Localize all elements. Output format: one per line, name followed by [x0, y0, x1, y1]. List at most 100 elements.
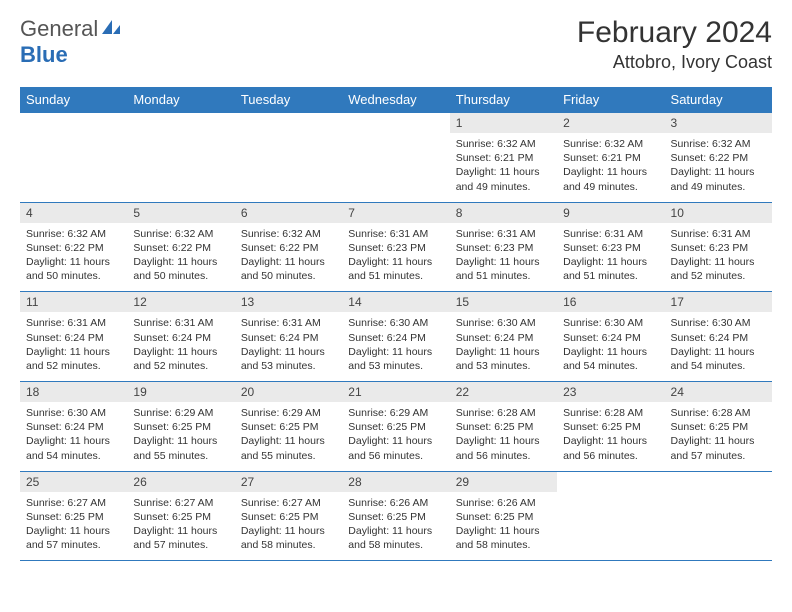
day-details: Sunrise: 6:32 AMSunset: 6:22 PMDaylight:… [127, 223, 234, 292]
day-details: Sunrise: 6:31 AMSunset: 6:24 PMDaylight:… [235, 312, 342, 381]
day-number: 25 [20, 472, 127, 492]
sail-icon [100, 16, 122, 42]
day-number: 21 [342, 382, 449, 402]
header-bar: General Blue February 2024 Attobro, Ivor… [20, 16, 772, 73]
day-number: 5 [127, 203, 234, 223]
col-wednesday: Wednesday [342, 87, 449, 113]
day-number: 23 [557, 382, 664, 402]
day-number: 13 [235, 292, 342, 312]
calendar-week-row: 4Sunrise: 6:32 AMSunset: 6:22 PMDaylight… [20, 202, 772, 292]
day-details: Sunrise: 6:27 AMSunset: 6:25 PMDaylight:… [235, 492, 342, 561]
page-title: February 2024 [577, 16, 772, 50]
day-number: 2 [557, 113, 664, 133]
calendar-week-row: 25Sunrise: 6:27 AMSunset: 6:25 PMDayligh… [20, 471, 772, 561]
day-number: 12 [127, 292, 234, 312]
day-details: Sunrise: 6:26 AMSunset: 6:25 PMDaylight:… [450, 492, 557, 561]
calendar-day-cell: 25Sunrise: 6:27 AMSunset: 6:25 PMDayligh… [20, 471, 127, 561]
calendar-day-cell: 6Sunrise: 6:32 AMSunset: 6:22 PMDaylight… [235, 202, 342, 292]
day-number: 17 [665, 292, 772, 312]
calendar-day-cell: 5Sunrise: 6:32 AMSunset: 6:22 PMDaylight… [127, 202, 234, 292]
calendar-day-cell: 11Sunrise: 6:31 AMSunset: 6:24 PMDayligh… [20, 292, 127, 382]
day-details: Sunrise: 6:30 AMSunset: 6:24 PMDaylight:… [20, 402, 127, 471]
calendar-day-cell: 9Sunrise: 6:31 AMSunset: 6:23 PMDaylight… [557, 202, 664, 292]
calendar-day-cell: 29Sunrise: 6:26 AMSunset: 6:25 PMDayligh… [450, 471, 557, 561]
calendar-week-row: 11Sunrise: 6:31 AMSunset: 6:24 PMDayligh… [20, 292, 772, 382]
day-number: 7 [342, 203, 449, 223]
title-block: February 2024 Attobro, Ivory Coast [577, 16, 772, 73]
location-subtitle: Attobro, Ivory Coast [577, 52, 772, 73]
day-number: 1 [450, 113, 557, 133]
day-number: 4 [20, 203, 127, 223]
calendar-day-cell: 28Sunrise: 6:26 AMSunset: 6:25 PMDayligh… [342, 471, 449, 561]
day-details: Sunrise: 6:29 AMSunset: 6:25 PMDaylight:… [235, 402, 342, 471]
calendar-day-cell: ..... [557, 471, 664, 561]
col-friday: Friday [557, 87, 664, 113]
day-number: 18 [20, 382, 127, 402]
day-details: Sunrise: 6:32 AMSunset: 6:22 PMDaylight:… [20, 223, 127, 292]
calendar-day-cell: ..... [20, 113, 127, 203]
calendar-day-cell: 2Sunrise: 6:32 AMSunset: 6:21 PMDaylight… [557, 113, 664, 203]
calendar-day-cell: 7Sunrise: 6:31 AMSunset: 6:23 PMDaylight… [342, 202, 449, 292]
day-number: 28 [342, 472, 449, 492]
day-details: Sunrise: 6:30 AMSunset: 6:24 PMDaylight:… [450, 312, 557, 381]
day-number: 6 [235, 203, 342, 223]
calendar-day-cell: ..... [342, 113, 449, 203]
day-details: Sunrise: 6:32 AMSunset: 6:22 PMDaylight:… [235, 223, 342, 292]
day-details: Sunrise: 6:31 AMSunset: 6:24 PMDaylight:… [20, 312, 127, 381]
calendar-week-row: 18Sunrise: 6:30 AMSunset: 6:24 PMDayligh… [20, 382, 772, 472]
day-details: Sunrise: 6:32 AMSunset: 6:22 PMDaylight:… [665, 133, 772, 202]
calendar-day-cell: 3Sunrise: 6:32 AMSunset: 6:22 PMDaylight… [665, 113, 772, 203]
col-sunday: Sunday [20, 87, 127, 113]
calendar-week-row: ....................1Sunrise: 6:32 AMSun… [20, 113, 772, 203]
day-details: Sunrise: 6:31 AMSunset: 6:24 PMDaylight:… [127, 312, 234, 381]
day-details: Sunrise: 6:28 AMSunset: 6:25 PMDaylight:… [665, 402, 772, 471]
calendar-table: Sunday Monday Tuesday Wednesday Thursday… [20, 87, 772, 561]
day-details: Sunrise: 6:31 AMSunset: 6:23 PMDaylight:… [665, 223, 772, 292]
calendar-day-cell: ..... [665, 471, 772, 561]
logo-word-general: General [20, 16, 98, 41]
day-number: 16 [557, 292, 664, 312]
day-number: 15 [450, 292, 557, 312]
logo-text: General Blue [20, 16, 122, 68]
day-details: Sunrise: 6:32 AMSunset: 6:21 PMDaylight:… [450, 133, 557, 202]
calendar-body: ....................1Sunrise: 6:32 AMSun… [20, 113, 772, 561]
day-details: Sunrise: 6:30 AMSunset: 6:24 PMDaylight:… [342, 312, 449, 381]
calendar-day-cell: 16Sunrise: 6:30 AMSunset: 6:24 PMDayligh… [557, 292, 664, 382]
day-number: 27 [235, 472, 342, 492]
calendar-day-cell: 26Sunrise: 6:27 AMSunset: 6:25 PMDayligh… [127, 471, 234, 561]
day-details: Sunrise: 6:27 AMSunset: 6:25 PMDaylight:… [127, 492, 234, 561]
calendar-header-row: Sunday Monday Tuesday Wednesday Thursday… [20, 87, 772, 113]
calendar-day-cell: 20Sunrise: 6:29 AMSunset: 6:25 PMDayligh… [235, 382, 342, 472]
day-number: 14 [342, 292, 449, 312]
day-details: Sunrise: 6:31 AMSunset: 6:23 PMDaylight:… [557, 223, 664, 292]
day-details: Sunrise: 6:26 AMSunset: 6:25 PMDaylight:… [342, 492, 449, 561]
logo-word-blue: Blue [20, 42, 68, 67]
day-details: Sunrise: 6:30 AMSunset: 6:24 PMDaylight:… [665, 312, 772, 381]
calendar-day-cell: 24Sunrise: 6:28 AMSunset: 6:25 PMDayligh… [665, 382, 772, 472]
col-saturday: Saturday [665, 87, 772, 113]
day-number: 26 [127, 472, 234, 492]
col-thursday: Thursday [450, 87, 557, 113]
calendar-day-cell: 12Sunrise: 6:31 AMSunset: 6:24 PMDayligh… [127, 292, 234, 382]
calendar-day-cell: 17Sunrise: 6:30 AMSunset: 6:24 PMDayligh… [665, 292, 772, 382]
day-number: 19 [127, 382, 234, 402]
day-number: 11 [20, 292, 127, 312]
calendar-day-cell: ..... [127, 113, 234, 203]
day-number: 10 [665, 203, 772, 223]
day-number: 24 [665, 382, 772, 402]
col-monday: Monday [127, 87, 234, 113]
calendar-day-cell: 23Sunrise: 6:28 AMSunset: 6:25 PMDayligh… [557, 382, 664, 472]
calendar-day-cell: 13Sunrise: 6:31 AMSunset: 6:24 PMDayligh… [235, 292, 342, 382]
day-details: Sunrise: 6:29 AMSunset: 6:25 PMDaylight:… [127, 402, 234, 471]
logo: General Blue [20, 16, 122, 68]
calendar-day-cell: 27Sunrise: 6:27 AMSunset: 6:25 PMDayligh… [235, 471, 342, 561]
calendar-day-cell: 1Sunrise: 6:32 AMSunset: 6:21 PMDaylight… [450, 113, 557, 203]
calendar-day-cell: 19Sunrise: 6:29 AMSunset: 6:25 PMDayligh… [127, 382, 234, 472]
day-number: 3 [665, 113, 772, 133]
calendar-day-cell: 8Sunrise: 6:31 AMSunset: 6:23 PMDaylight… [450, 202, 557, 292]
day-number: 29 [450, 472, 557, 492]
calendar-day-cell: 10Sunrise: 6:31 AMSunset: 6:23 PMDayligh… [665, 202, 772, 292]
day-details: Sunrise: 6:30 AMSunset: 6:24 PMDaylight:… [557, 312, 664, 381]
calendar-day-cell: 22Sunrise: 6:28 AMSunset: 6:25 PMDayligh… [450, 382, 557, 472]
day-number: 9 [557, 203, 664, 223]
